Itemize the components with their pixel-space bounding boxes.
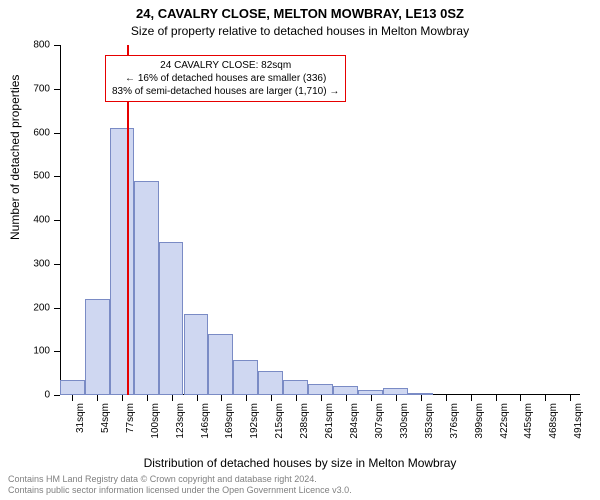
x-tick — [72, 395, 73, 401]
x-tick — [172, 395, 173, 401]
y-tick-label: 800 — [33, 40, 50, 51]
histogram-bar — [85, 299, 110, 395]
x-tick — [520, 395, 521, 401]
y-tick — [54, 264, 60, 265]
x-tick — [570, 395, 571, 401]
x-tick — [321, 395, 322, 401]
x-tick-label: 353sqm — [424, 403, 435, 439]
license-text: Contains HM Land Registry data © Crown c… — [8, 474, 592, 496]
x-tick-label: 468sqm — [548, 403, 559, 439]
license-line-2: Contains public sector information licen… — [8, 485, 352, 495]
histogram-bar — [134, 181, 159, 395]
x-tick — [545, 395, 546, 401]
y-axis-label: Number of detached properties — [8, 75, 22, 240]
x-tick-label: 123sqm — [175, 403, 186, 439]
x-tick-label: 491sqm — [573, 403, 584, 439]
x-tick-label: 146sqm — [200, 403, 211, 439]
x-tick — [346, 395, 347, 401]
y-tick — [54, 89, 60, 90]
y-tick — [54, 220, 60, 221]
annotation-line-3: 83% of semi-detached houses are larger (… — [112, 86, 339, 97]
x-tick-label: 376sqm — [449, 403, 460, 439]
x-tick — [421, 395, 422, 401]
x-tick — [371, 395, 372, 401]
y-tick-label: 0 — [44, 390, 50, 401]
y-axis — [60, 45, 61, 395]
x-tick-label: 422sqm — [499, 403, 510, 439]
y-tick-label: 500 — [33, 171, 50, 182]
histogram-bar — [233, 360, 258, 395]
x-tick — [197, 395, 198, 401]
histogram-bar — [408, 393, 433, 395]
y-tick — [54, 308, 60, 309]
y-tick — [54, 395, 60, 396]
x-tick — [446, 395, 447, 401]
x-tick-label: 284sqm — [349, 403, 360, 439]
x-axis-label: Distribution of detached houses by size … — [0, 456, 600, 470]
y-tick-label: 100 — [33, 346, 50, 357]
x-tick — [122, 395, 123, 401]
annotation-line-1: 24 CAVALRY CLOSE: 82sqm — [160, 60, 291, 71]
histogram-bar — [308, 384, 333, 395]
x-tick-label: 238sqm — [299, 403, 310, 439]
x-tick — [246, 395, 247, 401]
x-tick — [221, 395, 222, 401]
histogram-bar — [283, 380, 308, 395]
x-tick-label: 215sqm — [274, 403, 285, 439]
x-tick-label: 169sqm — [224, 403, 235, 439]
x-tick-label: 445sqm — [523, 403, 534, 439]
histogram-bar — [383, 388, 408, 395]
title-sub: Size of property relative to detached ho… — [0, 24, 600, 38]
license-line-1: Contains HM Land Registry data © Crown c… — [8, 474, 317, 484]
y-tick — [54, 351, 60, 352]
x-tick — [296, 395, 297, 401]
x-tick-label: 54sqm — [100, 403, 111, 433]
x-tick-label: 261sqm — [324, 403, 335, 439]
histogram-bar — [110, 128, 134, 395]
x-tick — [97, 395, 98, 401]
title-main: 24, CAVALRY CLOSE, MELTON MOWBRAY, LE13 … — [0, 6, 600, 21]
histogram-bar — [184, 314, 209, 395]
x-tick-label: 77sqm — [125, 403, 136, 433]
y-tick-label: 300 — [33, 258, 50, 269]
y-tick-label: 200 — [33, 302, 50, 313]
y-tick — [54, 133, 60, 134]
y-tick-label: 600 — [33, 127, 50, 138]
y-tick-label: 400 — [33, 215, 50, 226]
y-tick — [54, 176, 60, 177]
x-tick — [147, 395, 148, 401]
annotation-line-2: ← 16% of detached houses are smaller (33… — [125, 73, 326, 84]
y-tick — [54, 45, 60, 46]
y-tick-label: 700 — [33, 83, 50, 94]
x-tick-label: 307sqm — [374, 403, 385, 439]
x-tick-label: 399sqm — [474, 403, 485, 439]
histogram-bar — [208, 334, 233, 395]
histogram-bar — [258, 371, 283, 395]
x-tick-label: 192sqm — [249, 403, 260, 439]
plot-area: 010020030040050060070080031sqm54sqm77sqm… — [60, 45, 580, 395]
histogram-bar — [333, 386, 358, 395]
x-tick-label: 330sqm — [399, 403, 410, 439]
x-tick-label: 31sqm — [75, 403, 86, 433]
histogram-bar — [60, 380, 85, 395]
x-tick-label: 100sqm — [150, 403, 161, 439]
chart-container: 24, CAVALRY CLOSE, MELTON MOWBRAY, LE13 … — [0, 0, 600, 500]
histogram-bar — [159, 242, 184, 395]
x-tick — [496, 395, 497, 401]
x-tick — [471, 395, 472, 401]
x-tick — [396, 395, 397, 401]
annotation-box: 24 CAVALRY CLOSE: 82sqm ← 16% of detached… — [105, 55, 346, 102]
histogram-bar — [358, 390, 383, 395]
x-tick — [271, 395, 272, 401]
